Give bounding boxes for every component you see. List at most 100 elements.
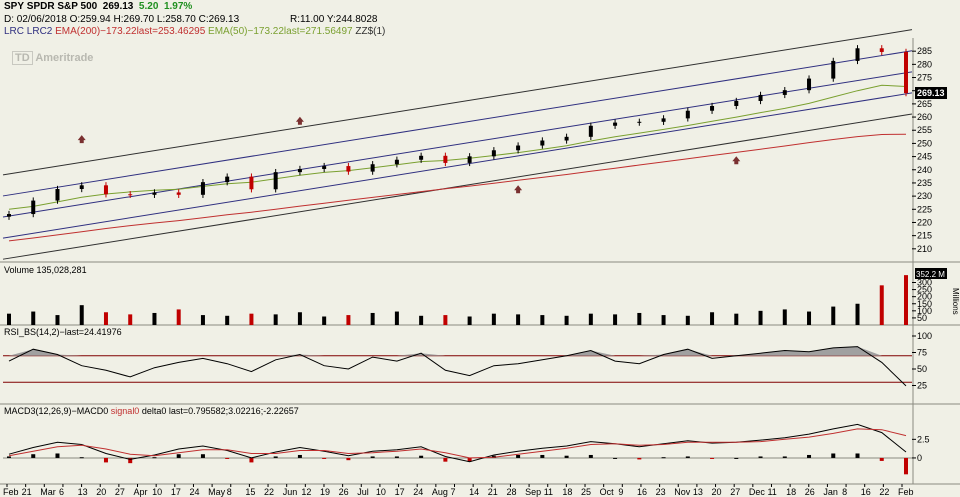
macd-histogram-bar: [322, 457, 327, 459]
macd-histogram-bar: [734, 457, 739, 459]
macd-histogram-bar: [904, 457, 908, 475]
candle-body: [758, 94, 763, 101]
volume-bar: [855, 303, 860, 325]
x-tick-label: 28: [506, 487, 516, 497]
x-tick-label: Dec: [749, 487, 766, 497]
x-tick-label: Feb: [3, 487, 19, 497]
x-tick-label: 22: [879, 487, 889, 497]
macd-signal-line: [8, 428, 907, 459]
volume-bar: [443, 315, 448, 325]
price-tick-label: 240: [917, 165, 932, 175]
candle-body: [807, 78, 812, 91]
macd-histogram-bar: [249, 457, 254, 463]
volume-bar: [758, 310, 763, 325]
candle-body: [225, 176, 230, 183]
candle-body: [540, 140, 545, 146]
volume-bar: [831, 306, 836, 325]
macd-histogram-bar: [540, 454, 545, 458]
volume-title: Volume 135,028,281: [4, 265, 87, 275]
macd-histogram-bar: [176, 454, 181, 458]
volume-last-box: [915, 268, 947, 279]
x-tick-label: 26: [339, 487, 349, 497]
x-tick-label: 7: [451, 487, 456, 497]
price-tick-label: 250: [917, 138, 932, 148]
candle-body: [176, 192, 181, 195]
candle-body: [7, 214, 11, 217]
volume-bar: [516, 314, 521, 325]
rsi-tick-label: 100: [917, 331, 932, 341]
study-ema200[interactable]: EMA(200)−173.22last=253.46295: [55, 26, 206, 37]
volume-bar: [176, 309, 181, 325]
candle-body: [661, 118, 666, 122]
volume-bar: [273, 314, 278, 325]
x-tick-label: 18: [562, 487, 572, 497]
x-tick-label: Jul: [357, 487, 369, 497]
study-lrc[interactable]: LRC LRC2: [4, 26, 53, 37]
volume-bar: [467, 316, 472, 325]
macd-signal-legend: signal0: [111, 406, 142, 416]
volume-bar: [394, 311, 399, 325]
rsi-title: RSI_BS(14,2)−last=24.41976: [4, 327, 122, 337]
x-tick-label: 27: [115, 487, 125, 497]
volume-bar: [31, 311, 36, 325]
x-tick-label: 25: [581, 487, 591, 497]
macd-tick-label: 0: [917, 453, 922, 463]
volume-bar: [807, 311, 812, 325]
x-tick-label: 14: [469, 487, 479, 497]
macd-histogram-bar: [370, 456, 375, 458]
volume-bar: [419, 315, 424, 325]
rsi-tick-label: 50: [917, 364, 927, 374]
macd-histogram-bar: [419, 455, 424, 458]
macd-histogram-bar: [7, 456, 11, 458]
ema50-line: [8, 84, 907, 210]
x-tick-label: 10: [152, 487, 162, 497]
price-tick-label: 255: [917, 125, 932, 135]
x-tick-label: 24: [413, 487, 423, 497]
macd-histogram-bar: [807, 454, 812, 458]
macd-histogram-bar: [637, 457, 642, 460]
candle-body: [782, 90, 787, 95]
volume-last-label: 352.2 M: [916, 270, 945, 279]
price-tick-label: 210: [917, 244, 932, 254]
study-zz[interactable]: ZZ$(1): [355, 26, 386, 37]
x-tick-label: 19: [320, 487, 330, 497]
candle-body: [734, 100, 739, 106]
x-tick-label: 11: [544, 487, 553, 497]
candle-body: [855, 48, 860, 61]
price-tick-label: 285: [917, 46, 932, 56]
candle-body: [443, 155, 448, 163]
x-tick-label: 12: [301, 487, 311, 497]
candle-body: [152, 192, 157, 195]
x-tick-label: 13: [78, 487, 88, 497]
r-line: R:11.00 Y:244.8028: [290, 14, 378, 25]
symbol[interactable]: SPY: [4, 1, 25, 12]
x-tick-label: Nov: [674, 487, 691, 497]
macd-legend: MACD3(12,26,9)−MACD0 signal0 delta0 last…: [4, 406, 299, 416]
x-tick-label: 20: [96, 487, 106, 497]
candle-body: [370, 164, 375, 172]
volume-bar: [200, 315, 205, 325]
volume-tick-label: 200: [917, 292, 932, 302]
ameritrade-logo: TD Ameritrade: [12, 51, 93, 65]
volume-bar: [370, 312, 375, 325]
lrc-lower-line: [2, 92, 913, 239]
macd-histogram-bar: [273, 456, 278, 458]
macd-histogram-bar: [79, 457, 84, 459]
price-tick-label: 260: [917, 112, 932, 122]
price-tick-label: 215: [917, 231, 932, 241]
x-tick-label: 16: [637, 487, 647, 497]
volume-bar: [564, 315, 569, 325]
macd-histogram-bar: [152, 457, 157, 459]
volume-bar: [685, 315, 690, 325]
volume-bar: [297, 312, 302, 325]
volume-bar: [346, 315, 351, 325]
x-tick-label: 16: [861, 487, 871, 497]
x-tick-label: Jun: [283, 487, 298, 497]
study-ema50[interactable]: EMA(50)−173.22last=271.56497: [208, 26, 353, 37]
volume-unit-label: Millions: [951, 288, 960, 315]
candle-body: [467, 156, 472, 163]
x-tick-label: 6: [59, 487, 64, 497]
x-tick-label: 13: [693, 487, 703, 497]
last-price-box: [915, 86, 947, 99]
